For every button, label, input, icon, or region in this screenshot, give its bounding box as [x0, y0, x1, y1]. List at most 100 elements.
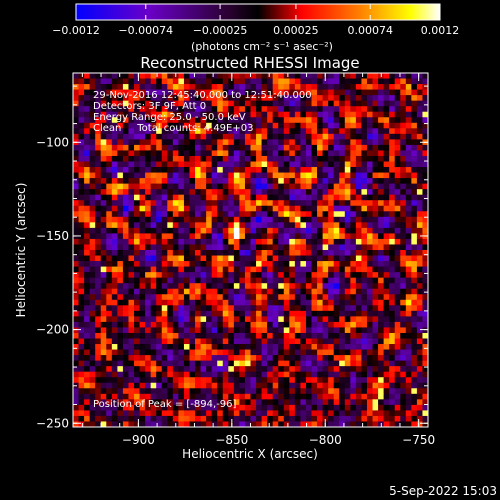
heatmap-cell	[405, 161, 412, 168]
heatmap-cell	[122, 84, 129, 90]
heatmap-cell	[366, 377, 373, 384]
heatmap-cell	[317, 111, 323, 118]
heatmap-cell	[389, 382, 396, 389]
heatmap-cell	[300, 211, 307, 218]
heatmap-cell	[222, 139, 229, 146]
heatmap-cell	[305, 393, 312, 400]
heatmap-cell	[250, 388, 257, 395]
heatmap-cell	[239, 155, 246, 162]
heatmap-cell	[167, 172, 174, 179]
heatmap-cell	[317, 316, 323, 323]
heatmap-cell	[278, 349, 285, 356]
heatmap-cell	[405, 399, 412, 406]
heatmap-cell	[383, 393, 390, 400]
heatmap-cell	[267, 288, 273, 295]
heatmap-cell	[189, 183, 196, 190]
heatmap-cell	[283, 111, 290, 118]
heatmap-cell	[294, 349, 301, 356]
heatmap-cell	[344, 205, 351, 212]
heatmap-cell	[416, 95, 423, 101]
heatmap-cell	[278, 189, 285, 195]
heatmap-cell	[267, 155, 273, 162]
heatmap-cell	[394, 255, 401, 262]
heatmap-cell	[117, 404, 124, 411]
heatmap-cell	[389, 344, 396, 350]
heatmap-cell	[305, 316, 312, 323]
heatmap-cell	[84, 144, 90, 151]
heatmap-cell	[200, 106, 207, 113]
heatmap-cell	[139, 150, 146, 157]
heatmap-cell	[122, 404, 129, 411]
heatmap-cell	[361, 172, 368, 179]
heatmap-cell	[383, 122, 390, 129]
heatmap-cell	[206, 95, 212, 101]
heatmap-cell	[117, 122, 124, 129]
heatmap-cell	[267, 410, 273, 417]
heatmap-cell	[328, 167, 335, 173]
heatmap-cell	[244, 305, 251, 312]
heatmap-cell	[161, 305, 168, 312]
heatmap-cell	[84, 299, 90, 306]
heatmap-cell	[239, 338, 246, 345]
heatmap-cell	[222, 100, 229, 107]
heatmap-cell	[211, 167, 218, 173]
heatmap-cell	[405, 415, 412, 422]
heatmap-cell	[411, 250, 418, 256]
heatmap-cell	[355, 84, 362, 90]
heatmap-cell	[161, 321, 168, 328]
heatmap-cell	[122, 111, 129, 118]
heatmap-cell	[189, 238, 196, 245]
heatmap-cell	[339, 211, 346, 218]
heatmap-cell	[383, 415, 390, 422]
heatmap-cell	[156, 332, 163, 339]
heatmap-cell	[156, 421, 163, 428]
heatmap-cell	[389, 144, 396, 151]
heatmap-cell	[134, 360, 140, 367]
heatmap-cell	[333, 128, 340, 135]
heatmap-cell	[305, 421, 312, 428]
heatmap-cell	[172, 316, 179, 323]
heatmap-cell	[400, 299, 407, 306]
heatmap-cell	[106, 227, 113, 234]
heatmap-cell	[161, 344, 168, 350]
heatmap-cell	[366, 272, 373, 278]
heatmap-cell	[156, 415, 163, 422]
heatmap-cell	[305, 150, 312, 157]
heatmap-cell	[383, 288, 390, 295]
heatmap-cell	[322, 122, 329, 129]
heatmap-cell	[78, 344, 85, 350]
heatmap-cell	[211, 133, 218, 140]
heatmap-cell	[272, 305, 279, 312]
heatmap-cell	[73, 399, 79, 406]
heatmap-cell	[328, 128, 335, 135]
heatmap-cell	[305, 277, 312, 284]
heatmap-cell	[283, 288, 290, 295]
colorbar-units-label: (photons cm⁻² s⁻¹ asec⁻²)	[191, 40, 333, 53]
heatmap-cell	[256, 321, 262, 328]
heatmap-cell	[161, 233, 168, 240]
heatmap-cell	[128, 277, 135, 284]
heatmap-cell	[305, 95, 312, 101]
heatmap-cell	[311, 222, 318, 229]
heatmap-cell	[272, 189, 279, 195]
heatmap-cell	[389, 388, 396, 395]
heatmap-cell	[89, 377, 96, 384]
heatmap-cell	[100, 222, 107, 229]
heatmap-cell	[317, 355, 323, 361]
heatmap-cell	[361, 211, 368, 218]
heatmap-cell	[372, 150, 379, 157]
heatmap-cell	[239, 344, 246, 350]
heatmap-cell	[272, 122, 279, 129]
heatmap-cell	[239, 404, 246, 411]
heatmap-cell	[89, 327, 96, 334]
heatmap-cell	[305, 128, 312, 135]
heatmap-cell	[217, 122, 224, 129]
heatmap-cell	[172, 78, 179, 85]
heatmap-cell	[305, 89, 312, 96]
heatmap-cell	[233, 404, 240, 411]
heatmap-cell	[361, 250, 368, 256]
heatmap-cell	[222, 194, 229, 201]
heatmap-cell	[416, 277, 423, 284]
heatmap-cell	[283, 233, 290, 240]
heatmap-cell	[261, 415, 268, 422]
